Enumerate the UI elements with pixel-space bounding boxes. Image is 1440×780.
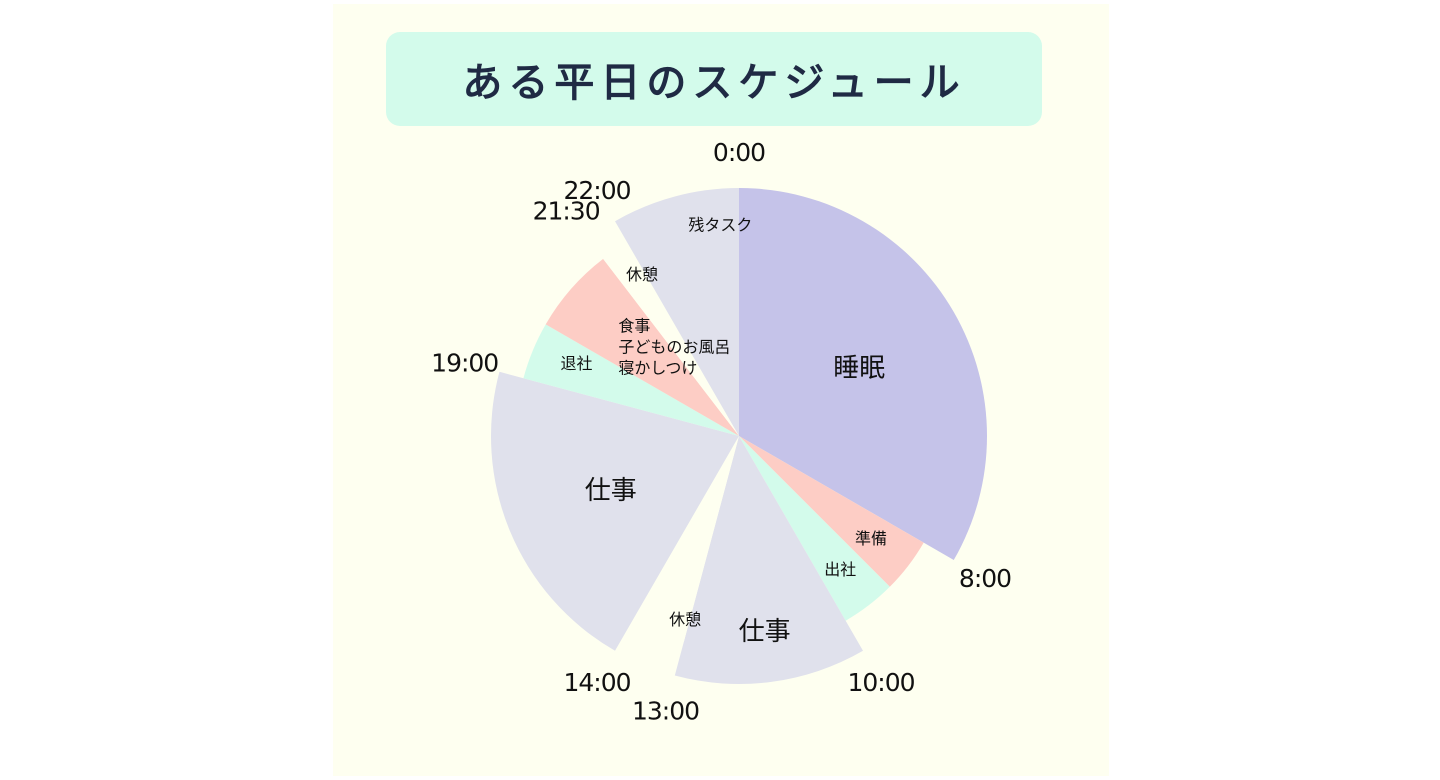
title-box: ある平日のスケジュール (386, 32, 1042, 126)
pie-slice (490, 371, 739, 651)
pie-slice (523, 324, 739, 436)
slice-label: 食事子どものお風呂寝かしつけ (618, 317, 730, 378)
slice-label: 退社 (560, 354, 592, 373)
pie-slice (739, 436, 924, 587)
hour-label: 0:00 (713, 138, 765, 167)
hour-label: 10:00 (847, 668, 914, 697)
pie-slice (632, 436, 739, 643)
slice-label: 仕事 (739, 617, 791, 647)
slice-label: 残タスク (688, 216, 752, 235)
slice-label: 準備 (855, 529, 887, 548)
pie-slice (603, 242, 739, 436)
hour-label: 19:00 (431, 349, 498, 378)
slice-label: 睡眠 (833, 354, 885, 384)
pie-slice (739, 436, 890, 621)
pie-slices (490, 188, 987, 684)
slice-label: 出社 (824, 560, 856, 579)
hour-label: 21:30 (533, 197, 600, 226)
hour-label: 14:00 (563, 668, 630, 697)
hour-label: 8:00 (959, 564, 1011, 593)
pie-slice (615, 188, 739, 436)
pie-slice (674, 436, 863, 684)
slice-label: 休憩 (626, 265, 658, 284)
hour-label: 13:00 (632, 696, 699, 725)
chart-panel: ある平日のスケジュール 睡眠 準備 出社 仕事 休憩 仕事 退社 食事子どものお風呂寝かしつけ… (333, 4, 1109, 776)
slice-label: 仕事 (585, 476, 637, 506)
slice-label: 休憩 (669, 610, 701, 629)
pie-slice (739, 188, 987, 560)
pie-slice (545, 258, 739, 436)
chart-title: ある平日のスケジュール (462, 60, 966, 106)
hour-label: 22:00 (563, 176, 630, 205)
